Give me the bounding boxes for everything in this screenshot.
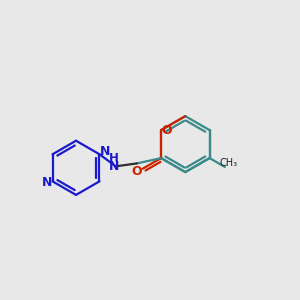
Text: N: N <box>100 146 110 158</box>
Text: N: N <box>109 160 119 173</box>
Text: H: H <box>110 152 119 165</box>
Text: N: N <box>42 176 52 189</box>
Text: CH₃: CH₃ <box>220 158 238 168</box>
Text: O: O <box>132 165 142 178</box>
Text: O: O <box>161 124 172 137</box>
